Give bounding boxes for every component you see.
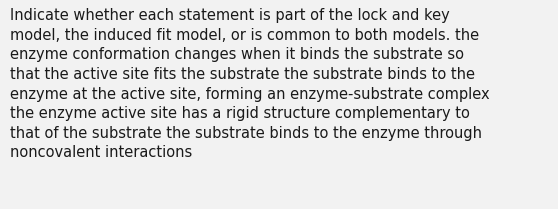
Text: Indicate whether each statement is part of the lock and key
model, the induced f: Indicate whether each statement is part … xyxy=(10,8,490,160)
